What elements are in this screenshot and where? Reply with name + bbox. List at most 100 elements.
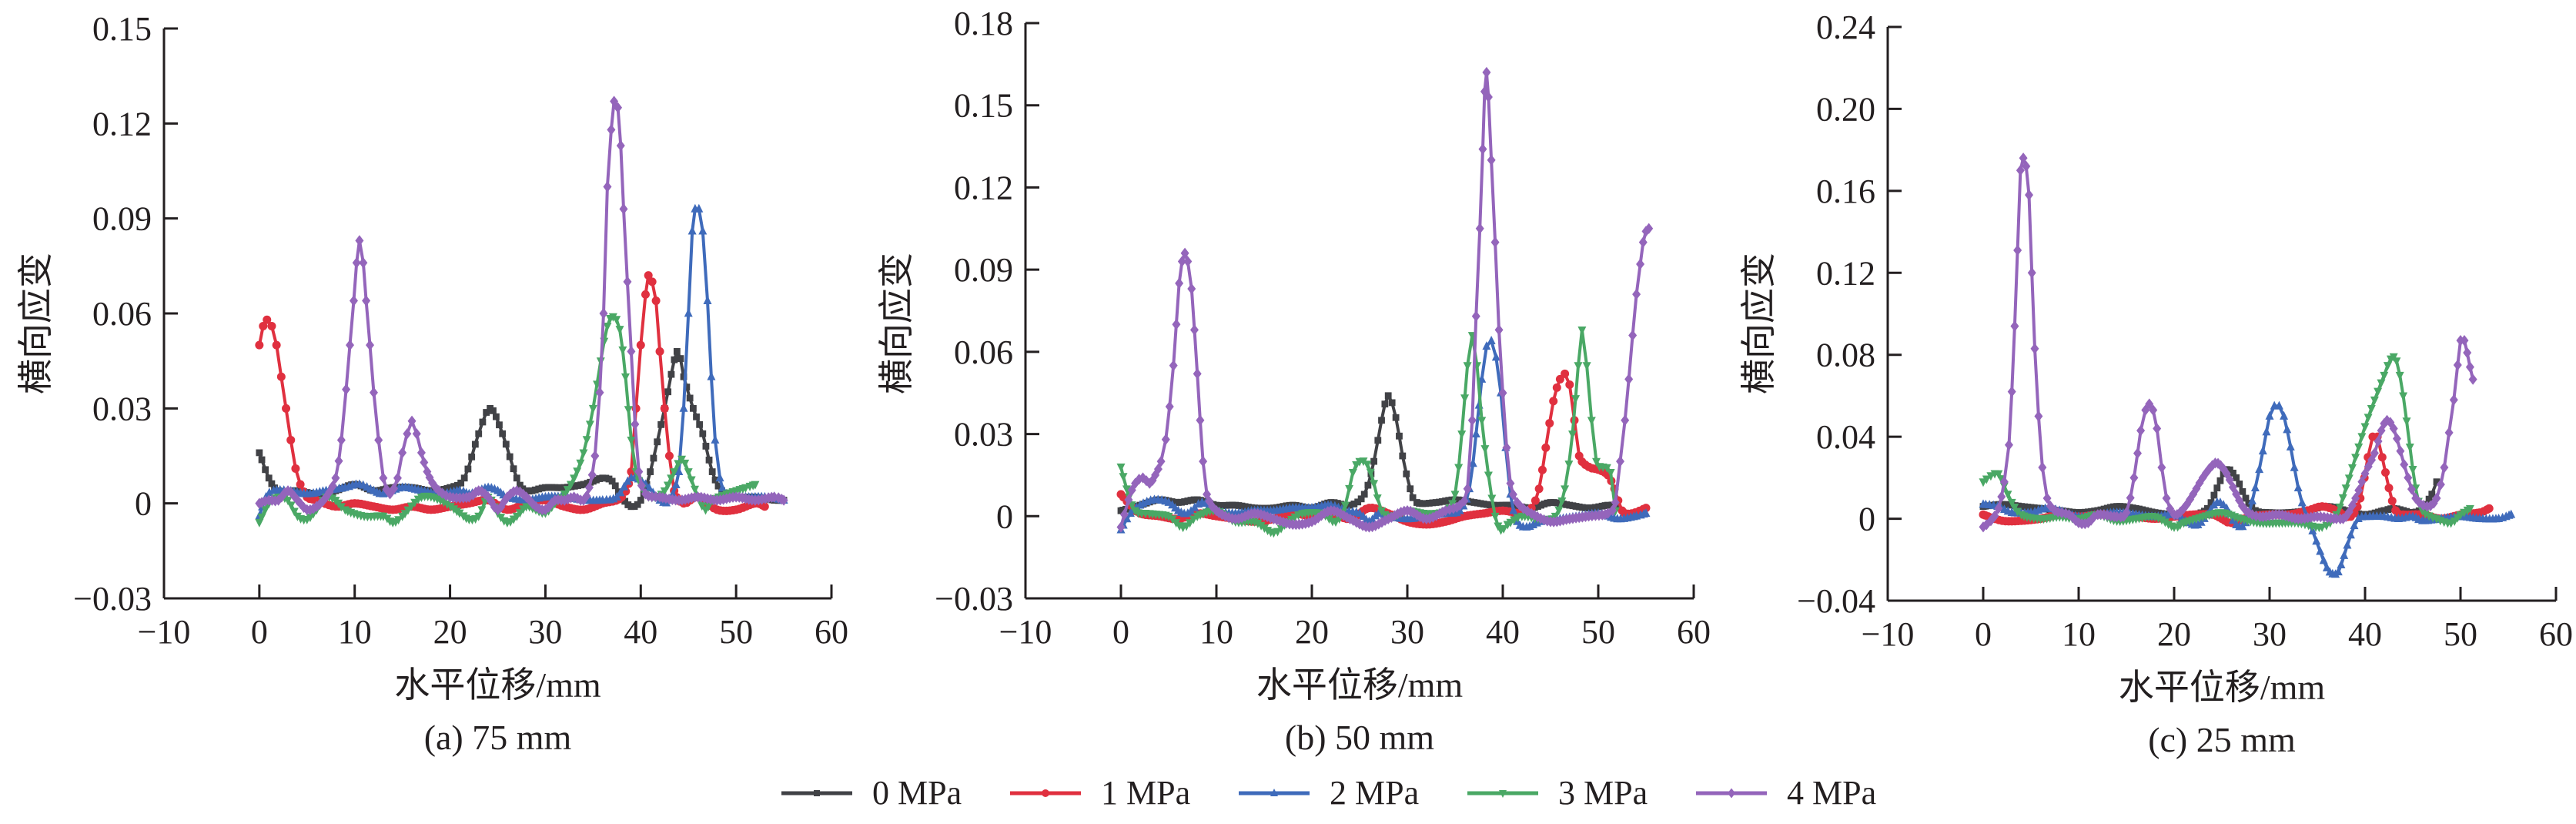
data-point (259, 321, 268, 330)
data-point (2440, 461, 2449, 474)
data-point (2377, 453, 2387, 462)
data-point (1183, 508, 1193, 518)
data-point (1180, 247, 1189, 259)
data-point (1602, 464, 1611, 473)
data-point (336, 503, 346, 512)
data-point (1577, 327, 1587, 335)
data-point (703, 295, 712, 304)
data-point (607, 124, 616, 136)
data-point (1638, 236, 1648, 248)
data-point (1982, 475, 1991, 484)
data-point (614, 102, 623, 113)
data-point (1164, 512, 1173, 521)
data-point (677, 355, 684, 362)
data-point (1484, 91, 1493, 103)
data-point (2283, 424, 2292, 434)
data-point (286, 435, 296, 444)
x-tick-label: 0 (1975, 615, 1992, 653)
data-point (1997, 491, 2006, 503)
data-point (657, 420, 665, 428)
data-point (2337, 560, 2346, 569)
data-point (2228, 515, 2237, 524)
data-point (471, 440, 479, 448)
legend-label: 1 MPa (1101, 774, 1190, 812)
legend-marker (814, 790, 820, 796)
y-tick-label: 0.12 (954, 169, 1013, 206)
data-point (2425, 495, 2433, 503)
legend-marker (1728, 788, 1735, 799)
y-tick-label: −0.04 (1797, 582, 1875, 620)
data-point (637, 480, 646, 491)
data-point (634, 466, 644, 477)
data-point (573, 467, 582, 477)
data-point (1477, 417, 1487, 426)
data-point (1116, 521, 1126, 533)
data-point (2122, 507, 2131, 518)
data-point (1127, 484, 1136, 496)
y-tick-label: 0.08 (1816, 337, 1875, 374)
y-tick-label: 0.15 (954, 87, 1013, 125)
data-point (2335, 503, 2344, 512)
data-point (1196, 414, 1205, 426)
data-point (616, 487, 625, 497)
data-point (1564, 461, 1574, 470)
data-point (1561, 485, 1570, 494)
data-point (1119, 508, 1129, 521)
data-point (2368, 510, 2376, 518)
x-tick-label: 20 (2157, 615, 2191, 653)
data-point (1552, 383, 1561, 392)
x-tick-label: 10 (1199, 613, 1233, 651)
data-point (696, 420, 704, 428)
data-point (2022, 160, 2031, 173)
data-point (2141, 404, 2150, 416)
data-point (1484, 471, 1493, 481)
x-tick-label: 30 (528, 613, 562, 651)
data-point (296, 480, 305, 489)
data-point (2027, 267, 2036, 279)
data-point (2360, 467, 2370, 480)
data-point (2250, 483, 2260, 492)
data-point (2333, 567, 2343, 576)
data-point (1498, 387, 1507, 399)
data-point (2354, 443, 2364, 452)
data-point (2351, 454, 2360, 463)
data-point (417, 447, 426, 459)
data-point (1450, 491, 1460, 500)
data-point (2166, 503, 2175, 514)
x-tick-label: −10 (1862, 615, 1915, 653)
data-point (684, 308, 693, 317)
data-point (506, 453, 514, 461)
data-point (1482, 66, 1491, 79)
data-point (779, 494, 788, 506)
data-point (1350, 501, 1358, 507)
data-point (1359, 457, 1368, 467)
data-point (707, 371, 716, 380)
data-point (349, 295, 358, 306)
data-point (2428, 491, 2436, 498)
data-point (608, 477, 616, 485)
chart-panel-c: −0.04 0 0.04 0.08 0.12 0.16 0.20 0.24 −10 0 10 20 30… (1739, 8, 2573, 759)
data-point (2042, 492, 2052, 504)
data-point (535, 485, 543, 493)
x-tick-label: 40 (2348, 615, 2382, 653)
data-point (2207, 499, 2215, 507)
data-point (1482, 341, 1491, 350)
y-tick-label: 0.24 (1816, 8, 1875, 46)
data-point (455, 509, 464, 518)
data-point (2265, 410, 2274, 420)
data-point (1370, 457, 1377, 465)
data-point (519, 485, 527, 493)
data-point (460, 474, 468, 482)
y-tick-label: 0 (135, 485, 152, 523)
legend-label: 2 MPa (1330, 774, 1419, 812)
data-point (1177, 256, 1186, 267)
data-point (621, 497, 629, 505)
legend-label: 3 MPa (1558, 774, 1648, 812)
data-point (664, 388, 672, 396)
data-point (2347, 500, 2357, 511)
data-point (2341, 484, 2350, 494)
data-point (584, 481, 594, 494)
y-axis-title: 横向应变 (877, 253, 916, 394)
data-point (576, 459, 585, 468)
data-point (2126, 492, 2135, 504)
